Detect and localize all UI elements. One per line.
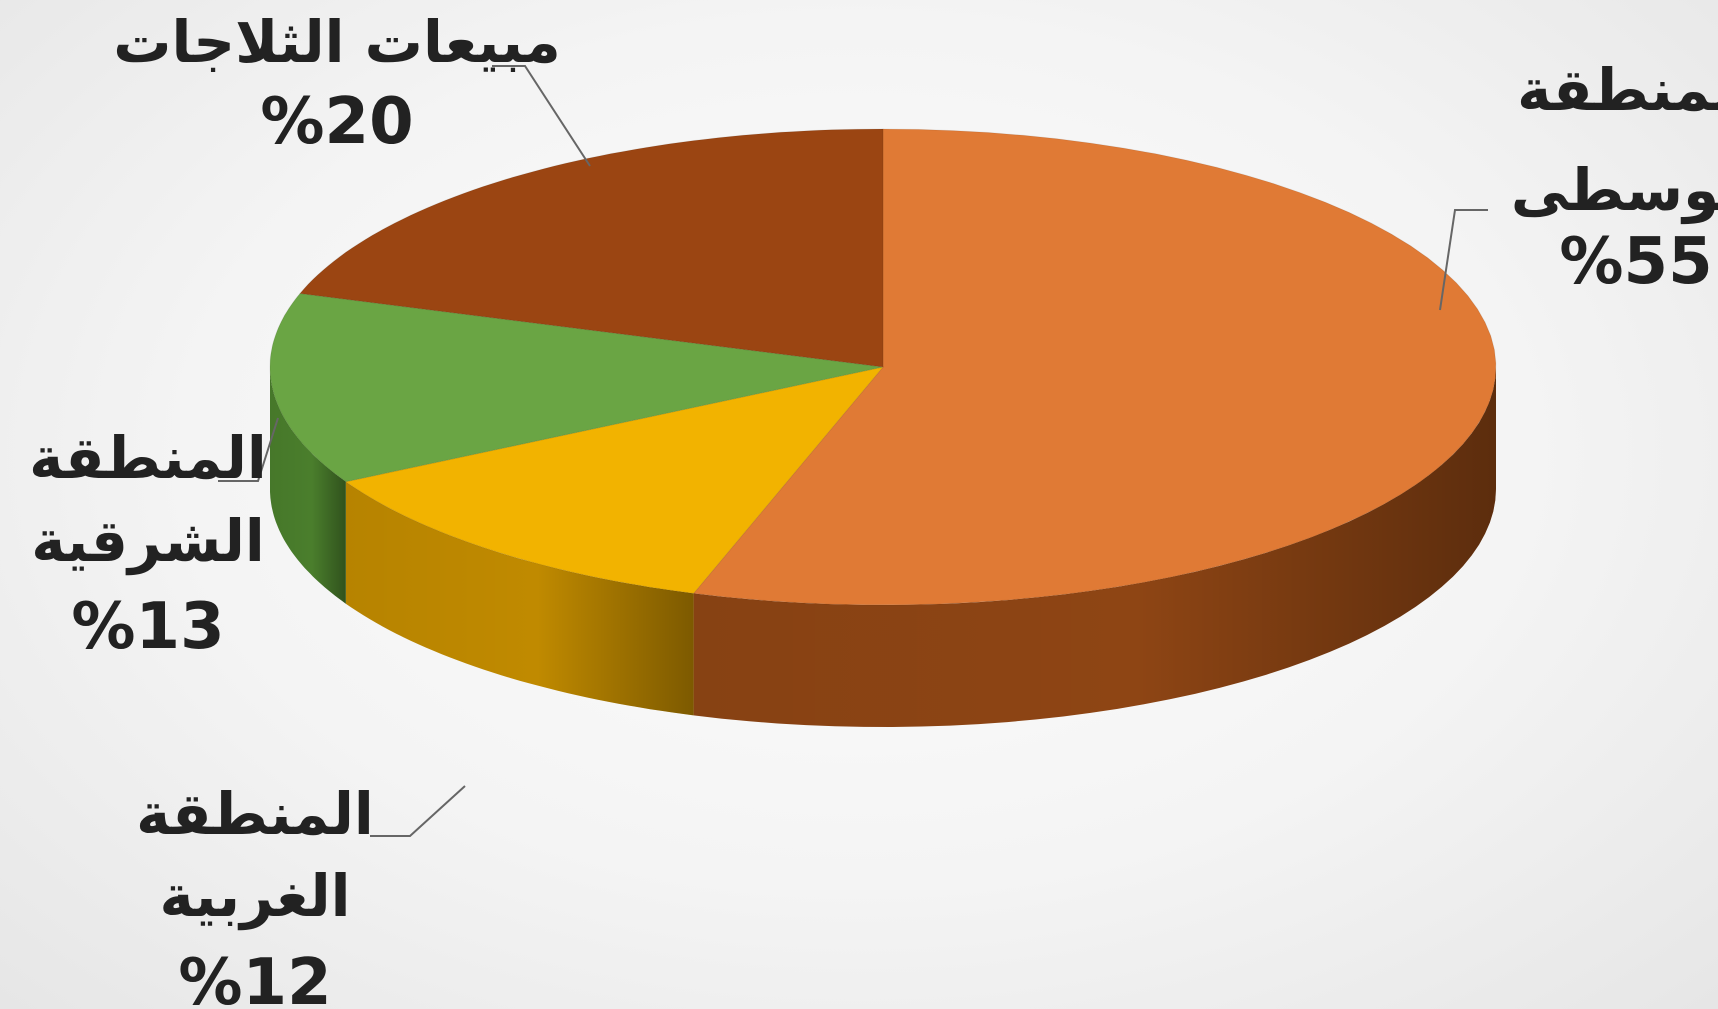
pie-slice-side-shade <box>345 481 694 716</box>
slice-value-label: %13 <box>71 590 224 664</box>
slice-value-label: %55 <box>1559 225 1712 299</box>
slice-label: المنطقة <box>136 780 374 848</box>
leader-line <box>1439 209 1488 311</box>
leader-line <box>370 785 466 837</box>
pie-slice <box>269 292 884 483</box>
pie-slice <box>299 128 884 368</box>
slice-value-label: %12 <box>178 946 331 1009</box>
pie-slice <box>692 128 1497 606</box>
slice-label: الغربية <box>159 862 350 931</box>
leader-line <box>218 417 279 482</box>
pie-slice-side-shade <box>693 367 1496 727</box>
leader-line <box>492 65 591 167</box>
slice-label: المنطقة <box>29 424 267 492</box>
pie-slice-side-shade <box>270 367 346 604</box>
slice-label: الوسطى <box>1511 156 1718 225</box>
slice-label: مبيعات الثلاجات <box>113 8 561 76</box>
pie-slice <box>344 366 885 594</box>
slice-label: الشرقية <box>31 507 265 576</box>
slice-value-label: %20 <box>260 85 413 159</box>
slice-label: المنطقة <box>1517 56 1718 124</box>
